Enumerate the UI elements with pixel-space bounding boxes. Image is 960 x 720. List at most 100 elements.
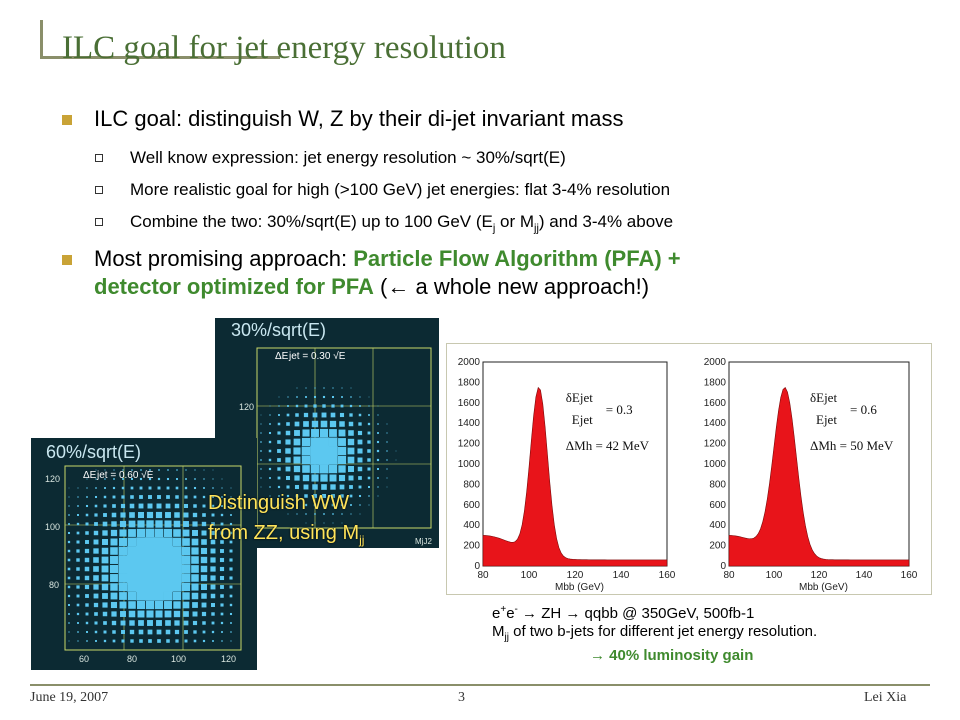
scatter-cell <box>260 441 262 443</box>
scatter-cell <box>294 421 300 427</box>
scatter-cell <box>126 563 138 575</box>
scatter-cell <box>193 630 197 634</box>
scatter-cell <box>110 538 118 546</box>
scatter-cell <box>358 485 362 489</box>
scatter-cell <box>164 610 172 618</box>
scatter-cell <box>229 567 233 571</box>
y-tick-label: 400 <box>463 520 480 531</box>
scatter-cell <box>229 549 233 553</box>
scatter-cell <box>269 495 271 497</box>
scatter-cell <box>220 513 224 517</box>
scatter-cell <box>101 565 109 573</box>
scatter-cell <box>210 539 216 545</box>
legend-text: ΔMh = 42 MeV <box>566 438 650 453</box>
scatter-cell <box>194 478 196 480</box>
scatter-cell <box>104 487 106 489</box>
scatter-cell <box>395 459 397 461</box>
subbullet-text: Combine the two: 30%/sqrt(E) up to 100 G… <box>130 212 674 235</box>
scatter-cell <box>359 405 361 407</box>
scatter-cell <box>377 486 379 488</box>
scatter-cell <box>368 414 370 416</box>
scatter-cell <box>102 521 108 527</box>
scatter-cell <box>136 582 146 592</box>
scatter-cell <box>331 404 335 408</box>
scatter-cell <box>192 512 198 518</box>
scatter-cell <box>305 396 307 398</box>
scatter-cell <box>201 611 207 617</box>
y-tick-label: 0 <box>474 561 480 572</box>
scatter-cell <box>357 457 363 463</box>
scatter-cell <box>120 503 126 509</box>
scatter-cell <box>119 538 127 546</box>
scatter-cell <box>201 602 207 608</box>
scatter-cell <box>155 520 163 528</box>
legend-text: Ejet <box>816 412 837 427</box>
scatter-cell <box>176 469 178 471</box>
scatter-cell <box>294 475 300 481</box>
scatter-cell <box>94 513 98 517</box>
scatter-cell <box>191 565 199 573</box>
scatter-cell <box>368 486 370 488</box>
scatter-cell <box>229 558 233 562</box>
scatter-cell <box>182 601 190 609</box>
scatter-cell <box>377 405 379 407</box>
scatter-cell <box>376 449 380 453</box>
scatter-cell <box>220 603 224 607</box>
inner-formula: ΔE <box>275 351 289 362</box>
scatter-cell <box>286 485 290 489</box>
x-tick-label: 140 <box>613 570 630 581</box>
scatter-cell <box>302 429 310 437</box>
scatter-cell <box>112 504 116 508</box>
scatter-cell <box>260 414 262 416</box>
tick-label: 120 <box>239 402 254 412</box>
scatter-cell <box>347 447 355 455</box>
scatter-cell <box>93 557 99 563</box>
y-tick-label: 1200 <box>458 439 481 450</box>
subbullet-marker <box>95 186 103 194</box>
scatter-cell <box>221 496 223 498</box>
scatter-cell <box>184 639 188 643</box>
scatter-cell <box>286 413 290 417</box>
scatter-cell <box>112 639 116 643</box>
scatter-cell <box>386 441 388 443</box>
scatter-cell <box>320 474 328 482</box>
scatter-cell <box>94 621 98 625</box>
scatter-cell <box>303 412 309 418</box>
scatter-cell <box>173 529 181 537</box>
scatter-cell <box>332 387 334 389</box>
scatter-cell <box>285 430 291 436</box>
scatter-cell <box>86 487 88 489</box>
scatter-cell <box>212 640 214 642</box>
scatter-cell <box>175 486 179 490</box>
scatter-cell <box>103 495 107 499</box>
scatter-cell <box>322 395 326 399</box>
scatter-cell <box>135 554 147 566</box>
scatter-cell <box>277 449 281 453</box>
scatter-cell <box>230 496 232 498</box>
scatter-cell <box>293 456 301 464</box>
scatter-cell <box>202 621 206 625</box>
scatter-cell <box>76 549 80 553</box>
scatter-cell <box>76 522 80 526</box>
scatter-cell <box>313 494 317 498</box>
scatter-cell <box>129 503 135 509</box>
footer-page-number: 3 <box>458 690 465 705</box>
scatter-cell <box>330 484 336 490</box>
scatter-cell <box>121 486 125 490</box>
scatter-cell <box>211 621 215 625</box>
scatter-cell <box>101 547 109 555</box>
scatter-cell <box>211 504 215 508</box>
scatter-cell <box>112 630 116 634</box>
scatter-cell <box>260 432 262 434</box>
scatter-cell <box>181 555 191 565</box>
scatter-cell <box>172 546 182 556</box>
scatter-cell <box>202 513 206 517</box>
scatter-cell <box>137 511 145 519</box>
scatter-cell <box>367 449 371 453</box>
scatter-cell <box>203 478 205 480</box>
scatter-cell <box>147 503 153 509</box>
scatter-cell <box>295 494 299 498</box>
scatter-cell <box>358 494 362 498</box>
scatter-cell <box>212 469 214 471</box>
scatter-cell <box>118 573 128 583</box>
